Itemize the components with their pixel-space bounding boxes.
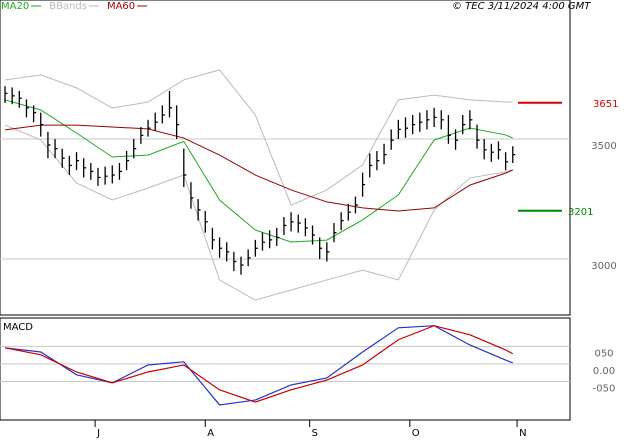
x-tick-label: J [96,428,100,439]
macd-panel [0,317,571,421]
legend-label: MA60 [107,1,135,12]
indicator-line [4,69,513,206]
y-tick-label: 050 [594,348,613,359]
level-label: 3651 [593,99,618,110]
x-tick-label: A [207,428,214,439]
legend-label: BBands [49,1,87,12]
macd-title: MACD [3,322,33,333]
x-tick-label: S [312,428,318,439]
indicator-line [4,124,513,301]
y-tick-label: 3000 [591,261,616,272]
indicator-line [4,124,513,212]
macd-line [4,325,514,406]
price-panel [0,0,571,316]
legend-label: MA20 [1,1,29,12]
y-tick-label: 0.00 [593,366,615,377]
x-tick-label: N [519,428,526,439]
x-tick-label: O [412,428,420,439]
y-tick-label: 3500 [591,141,616,152]
copyright: © TEC 3/11/2024 4:00 GMT [452,1,591,12]
level-label: 3201 [568,207,593,218]
y-tick-label: -050 [593,383,616,394]
macd-line [4,325,514,403]
indicator-line [4,99,513,243]
